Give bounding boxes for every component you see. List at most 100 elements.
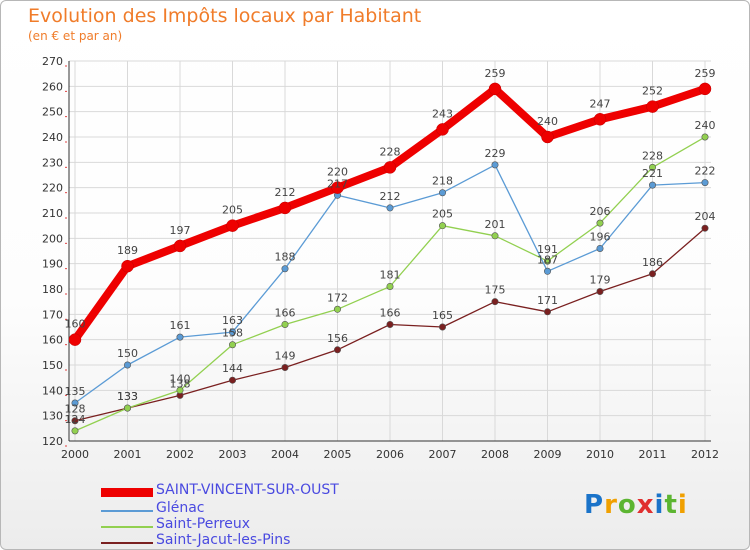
- chart-subtitle: (en € et par an): [28, 29, 123, 43]
- grid-lines: [69, 60, 711, 442]
- y-tick-label-230: 230: [42, 156, 63, 169]
- legend-item-saint-jacut: Saint-Jacut-les-Pins: [101, 532, 461, 549]
- x-tick-label-2001: 2001: [114, 448, 142, 461]
- data-point-s1-2000: [71, 399, 79, 407]
- data-label-s3-2008: 175: [485, 284, 506, 297]
- data-point-s0-2009: [541, 130, 554, 144]
- legend-label-saint-jacut: Saint-Jacut-les-Pins: [156, 532, 291, 548]
- y-tick-label-180: 180: [42, 283, 63, 296]
- logo-letter: i: [677, 490, 688, 520]
- data-point-s3-2006: [386, 320, 394, 328]
- data-label-s2-2009: 191: [537, 243, 558, 256]
- data-point-s2-2005: [333, 305, 341, 313]
- x-tick-label-2008: 2008: [481, 448, 509, 461]
- logo-letter: t: [664, 490, 678, 520]
- data-label-s3-2012: 204: [695, 210, 716, 223]
- legend-swatch-glenac: [101, 510, 153, 512]
- y-tick-label-120: 120: [42, 435, 63, 448]
- data-point-s0-2000: [68, 333, 82, 346]
- legend-swatch-saint-jacut: [101, 542, 153, 544]
- data-point-s0-2002: [173, 239, 187, 253]
- data-point-s3-2010: [596, 288, 604, 296]
- legend-label-glenac: Glénac: [156, 500, 205, 516]
- data-point-s0-2003: [226, 219, 239, 232]
- x-tick-label-2004: 2004: [271, 448, 299, 461]
- data-point-s2-2007: [438, 222, 446, 230]
- data-point-s2-2003: [229, 341, 237, 349]
- data-point-s0-2011: [646, 100, 659, 113]
- data-label-s2-2011: 228: [642, 149, 663, 162]
- data-label-s1-2007: 218: [432, 175, 453, 188]
- data-point-s0-2005: [331, 181, 344, 194]
- proxiti-logo: Proxiti: [584, 490, 688, 520]
- data-label-s1-2012: 222: [695, 165, 716, 178]
- data-point-s0-2007: [436, 123, 449, 136]
- y-tick-label-200: 200: [42, 232, 63, 245]
- data-label-s2-2012: 240: [695, 119, 716, 132]
- data-label-s2-2001: 133: [117, 390, 138, 403]
- data-point-s3-2007: [438, 323, 446, 331]
- data-label-s2-2006: 181: [380, 268, 401, 281]
- data-points: [68, 82, 712, 435]
- data-label-s1-2001: 150: [117, 347, 138, 360]
- x-tick-label-2000: 2000: [61, 448, 89, 461]
- logo-letter: x: [636, 490, 655, 520]
- y-tick-label-140: 140: [42, 384, 63, 397]
- x-tick-label-2011: 2011: [639, 448, 667, 461]
- data-label-s3-2001: 133: [117, 390, 138, 403]
- data-point-s3-2012: [701, 224, 709, 232]
- data-label-s2-2000: 124: [65, 413, 86, 426]
- data-label-s2-2007: 205: [432, 208, 453, 221]
- data-label-s3-2010: 179: [590, 274, 611, 287]
- data-point-s1-2001: [124, 361, 132, 369]
- data-label-s0-2008: 259: [485, 67, 506, 80]
- data-point-s3-2003: [229, 376, 237, 384]
- data-label-s3-2002: 138: [170, 377, 191, 390]
- data-point-s0-2006: [383, 161, 397, 174]
- axes: 1201301401501601701801902002102202302402…: [42, 55, 719, 461]
- data-point-s1-2012: [701, 179, 709, 187]
- data-point-s1-2003: [229, 328, 237, 336]
- data-point-s0-2004: [278, 201, 292, 215]
- legend-item-saint-vincent: SAINT-VINCENT-SUR-OUST: [101, 482, 461, 502]
- data-point-s2-2001: [124, 404, 132, 412]
- data-point-s1-2009: [543, 267, 551, 275]
- data-label-s3-2007: 165: [432, 309, 453, 322]
- data-label-s1-2003: 163: [222, 314, 243, 327]
- data-point-s2-2011: [648, 163, 656, 171]
- data-label-s3-2004: 149: [275, 350, 296, 363]
- y-tick-label-130: 130: [42, 410, 63, 423]
- data-label-s0-2012: 259: [695, 67, 716, 80]
- data-label-s0-2011: 252: [642, 85, 663, 98]
- logo-letter: P: [584, 490, 605, 520]
- legend-label-saint-perreux: Saint-Perreux: [156, 516, 251, 532]
- data-point-s1-2006: [386, 204, 394, 212]
- data-label-s1-2008: 229: [485, 147, 506, 160]
- legend-swatch-saint-vincent: [101, 488, 153, 497]
- data-label-s3-2006: 166: [380, 306, 401, 319]
- y-tick-label-220: 220: [42, 182, 63, 195]
- data-point-s2-2002: [176, 386, 184, 394]
- legend-item-glenac: Glénac: [101, 500, 461, 520]
- data-label-s0-2009: 240: [537, 115, 558, 128]
- data-label-s3-2003: 144: [222, 362, 243, 375]
- legend-label-saint-vincent: SAINT-VINCENT-SUR-OUST: [156, 482, 339, 498]
- data-label-s0-2010: 247: [590, 97, 611, 110]
- y-tick-label-260: 260: [42, 80, 63, 93]
- data-point-s3-2008: [491, 298, 499, 306]
- data-label-s2-2003: 158: [222, 327, 243, 340]
- x-tick-label-2005: 2005: [324, 448, 352, 461]
- data-point-s2-2006: [386, 282, 394, 290]
- data-label-s3-2000: 128: [65, 403, 86, 416]
- data-point-s3-2011: [648, 270, 656, 278]
- data-label-s2-2005: 172: [327, 291, 348, 304]
- data-point-s2-2000: [71, 427, 79, 435]
- data-point-s2-2012: [701, 133, 709, 141]
- data-label-s0-2007: 243: [432, 107, 453, 120]
- data-label-s2-2010: 206: [590, 205, 611, 218]
- data-point-s1-2004: [281, 265, 289, 273]
- data-point-s0-2001: [121, 259, 134, 273]
- data-label-s3-2009: 171: [537, 294, 558, 307]
